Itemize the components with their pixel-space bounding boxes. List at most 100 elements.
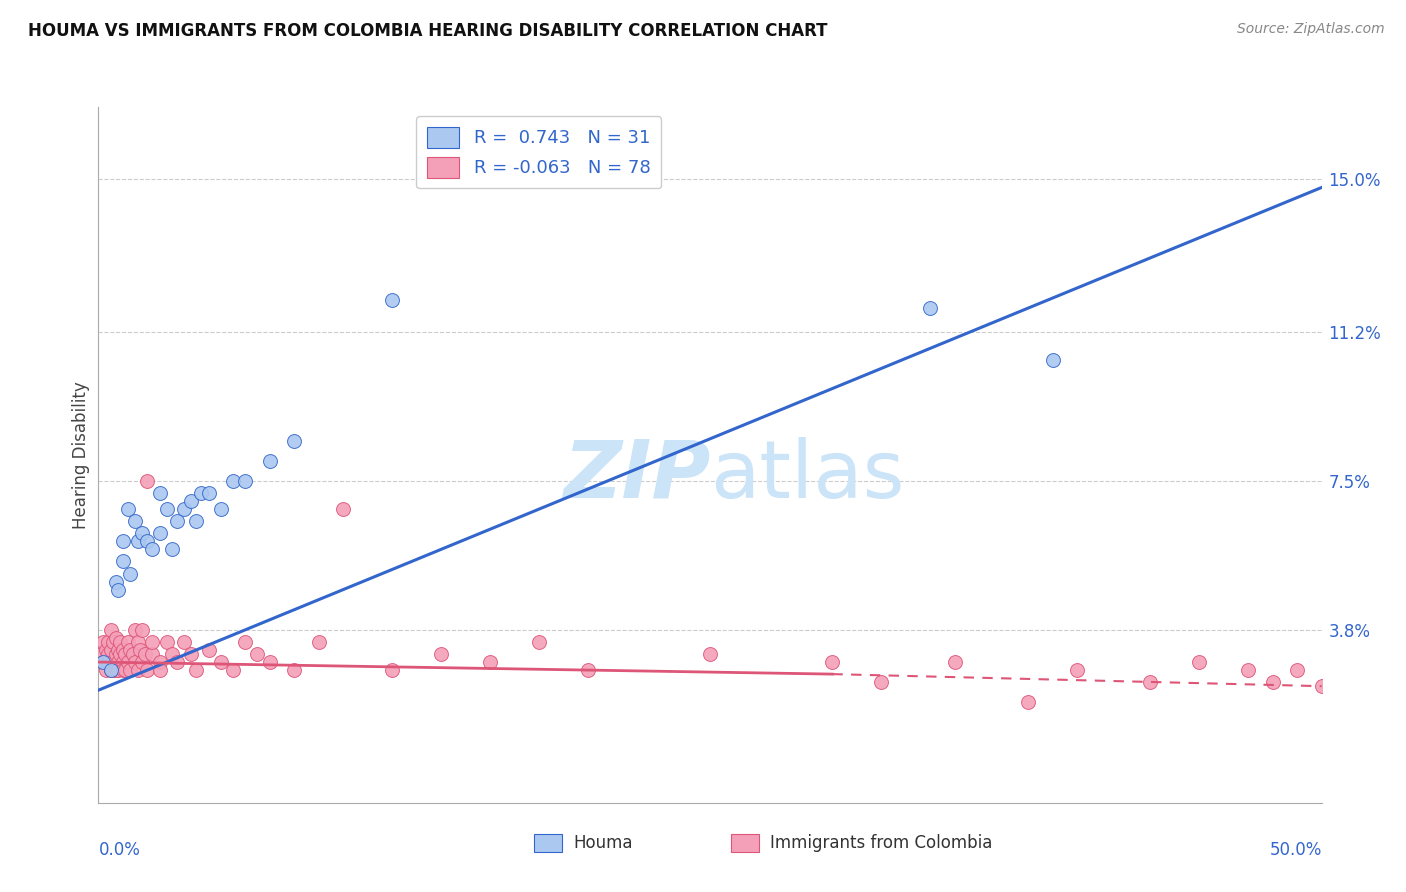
Legend: R =  0.743   N = 31, R = -0.063   N = 78: R = 0.743 N = 31, R = -0.063 N = 78 xyxy=(416,116,661,188)
Text: atlas: atlas xyxy=(710,437,904,515)
Text: ZIP: ZIP xyxy=(562,437,710,515)
Point xyxy=(136,663,159,677)
Point xyxy=(131,526,153,541)
Point xyxy=(104,631,127,645)
Point xyxy=(127,534,149,549)
FancyBboxPatch shape xyxy=(731,834,759,852)
Y-axis label: Hearing Disability: Hearing Disability xyxy=(72,381,90,529)
Point xyxy=(478,655,501,669)
Point xyxy=(120,643,142,657)
Point xyxy=(94,663,117,677)
Point xyxy=(104,663,127,677)
Point xyxy=(1286,663,1309,677)
Point xyxy=(1017,695,1039,709)
Point xyxy=(120,566,142,581)
Point xyxy=(259,454,281,468)
Point xyxy=(100,643,122,657)
Text: Source: ZipAtlas.com: Source: ZipAtlas.com xyxy=(1237,22,1385,37)
Point xyxy=(233,474,256,488)
Point xyxy=(100,663,122,677)
Point xyxy=(100,663,122,677)
Point xyxy=(101,635,124,649)
Text: 50.0%: 50.0% xyxy=(1270,841,1322,859)
Point xyxy=(308,635,330,649)
Point xyxy=(920,301,942,315)
Point xyxy=(222,663,245,677)
Point xyxy=(104,647,127,661)
Point xyxy=(141,542,163,557)
Point xyxy=(117,635,139,649)
Point xyxy=(1261,675,1284,690)
Point xyxy=(124,514,146,528)
Point xyxy=(111,663,134,677)
Point xyxy=(1310,679,1333,693)
Point xyxy=(166,514,188,528)
Point xyxy=(131,623,153,637)
Point xyxy=(870,675,893,690)
Point xyxy=(111,554,134,568)
Point xyxy=(107,582,129,597)
Point xyxy=(173,502,195,516)
Point xyxy=(190,486,212,500)
Point xyxy=(129,643,152,657)
Point xyxy=(209,502,232,516)
Point xyxy=(149,655,172,669)
Point xyxy=(101,663,124,677)
Text: 0.0%: 0.0% xyxy=(98,841,141,859)
FancyBboxPatch shape xyxy=(534,834,562,852)
Point xyxy=(149,526,172,541)
Point xyxy=(259,655,281,669)
Point xyxy=(186,663,208,677)
Point xyxy=(149,663,172,677)
Point xyxy=(124,623,146,637)
Point xyxy=(381,663,404,677)
Text: Houma: Houma xyxy=(574,834,633,852)
Point xyxy=(104,574,127,589)
Point xyxy=(111,655,134,669)
Point xyxy=(197,643,219,657)
Point xyxy=(1066,663,1088,677)
Point xyxy=(121,647,143,661)
Point xyxy=(90,647,112,661)
Point xyxy=(332,502,354,516)
Point xyxy=(209,655,232,669)
Point xyxy=(180,494,202,508)
Point xyxy=(160,542,183,557)
Point xyxy=(101,655,124,669)
Point xyxy=(110,635,132,649)
Point xyxy=(1188,655,1211,669)
Point xyxy=(134,647,156,661)
Point xyxy=(117,655,139,669)
Point xyxy=(94,643,117,657)
Point xyxy=(114,647,136,661)
Point xyxy=(430,647,453,661)
Point xyxy=(114,663,136,677)
Point xyxy=(117,502,139,516)
Point xyxy=(222,474,245,488)
Point xyxy=(107,643,129,657)
Point xyxy=(141,647,163,661)
Point xyxy=(149,486,172,500)
Point xyxy=(576,663,599,677)
Point xyxy=(100,623,122,637)
Text: HOUMA VS IMMIGRANTS FROM COLOMBIA HEARING DISABILITY CORRELATION CHART: HOUMA VS IMMIGRANTS FROM COLOMBIA HEARIN… xyxy=(28,22,828,40)
Point xyxy=(91,655,114,669)
Point xyxy=(699,647,721,661)
Point xyxy=(97,635,120,649)
Point xyxy=(136,534,159,549)
Point xyxy=(283,663,305,677)
Point xyxy=(186,514,208,528)
Point xyxy=(111,534,134,549)
Point xyxy=(160,647,183,661)
Text: Immigrants from Colombia: Immigrants from Colombia xyxy=(770,834,993,852)
Point xyxy=(91,655,114,669)
Point xyxy=(97,655,120,669)
Point xyxy=(120,663,142,677)
Point xyxy=(156,635,179,649)
Point xyxy=(107,655,129,669)
Point xyxy=(180,647,202,661)
Point xyxy=(283,434,305,448)
Point xyxy=(197,486,219,500)
Point xyxy=(1139,675,1161,690)
Point xyxy=(173,635,195,649)
